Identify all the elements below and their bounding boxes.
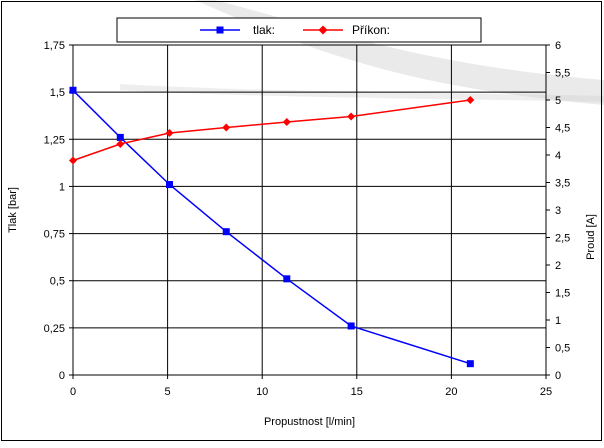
legend-label-prikon: Příkon:	[352, 23, 390, 37]
x-tick-label: 20	[445, 386, 457, 398]
data-point-tlak	[348, 322, 355, 329]
data-point-prikon	[283, 118, 291, 126]
y-right-tick-label: 2	[555, 260, 561, 272]
data-point-prikon	[222, 124, 230, 132]
x-tick-label: 5	[165, 386, 171, 398]
background-decoration	[120, 0, 604, 105]
y-right-tick-label: 6	[555, 40, 561, 52]
legend-box	[117, 18, 481, 42]
y-right-tick-label: 0,5	[555, 343, 570, 355]
y-left-tick-label: 0,5	[50, 276, 65, 288]
y-right-tick-label: 5,5	[555, 68, 570, 80]
data-point-tlak	[70, 87, 77, 94]
y-right-tick-label: 1,5	[555, 288, 570, 300]
data-point-prikon	[116, 140, 124, 148]
y-right-tick-label: 0	[555, 370, 561, 382]
legend-label-tlak: tlak:	[253, 23, 275, 37]
x-tick-label: 10	[256, 386, 268, 398]
series-line-prikon	[73, 100, 470, 161]
data-point-tlak	[223, 228, 230, 235]
series-line-tlak	[73, 90, 470, 363]
y-right-tick-label: 3	[555, 205, 561, 217]
x-axis-title: Propustnost [l/min]	[264, 416, 355, 428]
x-tick-label: 25	[540, 386, 552, 398]
y-right-tick-label: 5	[555, 95, 561, 107]
data-point-tlak	[166, 181, 173, 188]
data-point-prikon	[69, 157, 77, 165]
y-axis-right-title: Proud [A]	[585, 214, 597, 260]
data-point-tlak	[467, 360, 474, 367]
data-point-prikon	[165, 129, 173, 137]
y-right-tick-label: 4	[555, 150, 561, 162]
y-right-tick-label: 3,5	[555, 178, 570, 190]
y-right-tick-label: 2,5	[555, 233, 570, 245]
y-right-tick-label: 1	[555, 315, 561, 327]
y-axis-left-title: Tlak [bar]	[7, 187, 19, 233]
data-point-prikon	[347, 113, 355, 121]
y-left-tick-label: 0,25	[44, 323, 65, 335]
legend: tlak: Příkon:	[117, 18, 481, 42]
legend-swatch-tlak-marker	[217, 27, 224, 34]
y-left-tick-label: 0	[59, 370, 65, 382]
y-left-tick-label: 1	[59, 181, 65, 193]
y-left-tick-label: 0,75	[44, 229, 65, 241]
y-right-tick-label: 4,5	[555, 123, 570, 135]
series	[69, 87, 474, 367]
y-left-tick-label: 1,75	[44, 40, 65, 52]
x-tick-label: 0	[70, 386, 76, 398]
y-left-tick-label: 1,25	[44, 134, 65, 146]
x-tick-label: 15	[351, 386, 363, 398]
data-point-tlak	[117, 134, 124, 141]
y-left-tick-label: 1,5	[50, 87, 65, 99]
data-point-tlak	[283, 275, 290, 282]
